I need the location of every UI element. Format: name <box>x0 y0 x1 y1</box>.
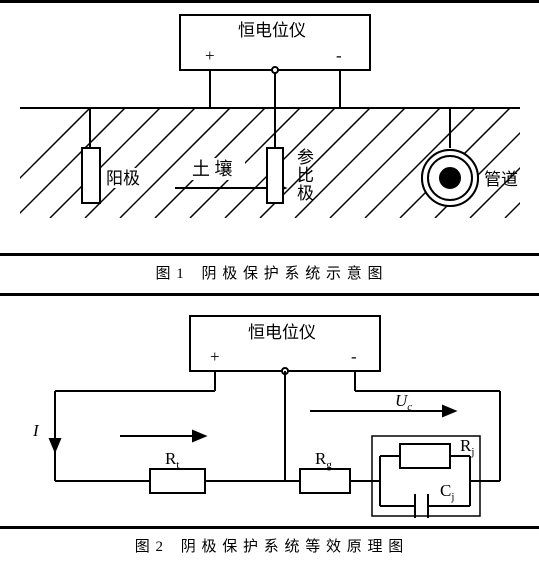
anode-label: 阳极 <box>106 169 140 188</box>
fig2-caption: 图 2 阴 极 保 护 系 统 等 效 原 理 图 <box>0 535 539 556</box>
ref-b: 比 <box>297 166 314 185</box>
potentiostat-label: 恒电位仪 <box>238 21 306 40</box>
rg-label: Rg <box>315 449 332 471</box>
figure-1-panel: 恒电位仪 + - 阳极 土 壤 参 比 极 管道 <box>0 0 539 256</box>
fig1-caption-index: 图 1 <box>155 266 184 282</box>
rg-resistor-icon <box>300 469 350 493</box>
figure-2-panel: 恒电位仪 + - I Uc Rt Rg Rj Cj <box>0 293 539 529</box>
potentiostat-label-2: 恒电位仪 <box>248 323 316 342</box>
fig1-svg: 恒电位仪 + - 阳极 土 壤 参 比 极 管道 <box>0 3 539 253</box>
uc-label: Uc <box>395 391 412 413</box>
rt-label: Rt <box>165 449 179 471</box>
plus-label: + <box>205 46 215 65</box>
pipe-label: 管道 <box>484 170 518 189</box>
rj-resistor-icon <box>400 444 450 468</box>
minus-2: - <box>351 347 357 366</box>
fig1-caption-text: 阴 极 保 护 系 统 示 意 图 <box>202 266 384 282</box>
minus-label: - <box>336 46 342 65</box>
cj-label: Cj <box>440 481 454 503</box>
fig2-svg: 恒电位仪 + - I Uc Rt Rg Rj Cj <box>0 296 539 526</box>
rj-label: Rj <box>460 436 474 458</box>
plus-2: + <box>210 347 220 366</box>
fig2-caption-index: 图 2 <box>135 539 164 555</box>
fig1-caption: 图 1 阴 极 保 护 系 统 示 意 图 <box>0 262 539 283</box>
ref-a: 参 <box>297 148 314 167</box>
fig2-caption-text: 阴 极 保 护 系 统 等 效 原 理 图 <box>181 539 405 555</box>
rt-resistor-icon <box>150 469 205 493</box>
soil-label: 土 壤 <box>192 159 233 179</box>
current-I: I <box>32 421 40 440</box>
ref-c: 极 <box>297 184 314 203</box>
